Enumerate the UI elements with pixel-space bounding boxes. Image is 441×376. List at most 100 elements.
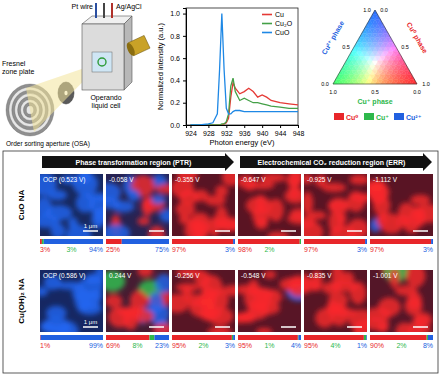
ternary-cell — [370, 38, 375, 43]
map-blob — [304, 191, 313, 214]
composition-label: 25% — [106, 246, 120, 253]
composition-bar — [238, 239, 301, 244]
y-tick-label: 0.2 — [170, 99, 180, 106]
phase-map — [172, 270, 235, 332]
map-blob — [106, 183, 121, 202]
composition-label: 8% — [423, 342, 433, 349]
x-tick-mark — [226, 125, 227, 128]
legend-label: Cu₂O — [275, 20, 293, 27]
ternary-cell — [370, 29, 375, 34]
y-tick-mark — [183, 103, 186, 104]
composition-label: 2% — [396, 342, 406, 349]
map-blob — [347, 219, 367, 236]
potential-label: OCP (0.586 V) — [43, 272, 86, 280]
ternary-cell — [357, 52, 362, 57]
ternary-cell — [391, 75, 396, 80]
ternary-cell — [383, 33, 388, 38]
composition-segment — [149, 335, 154, 340]
map-blob — [267, 232, 290, 236]
ternary-cell — [372, 15, 377, 20]
y-tick: 0.0 — [170, 122, 186, 129]
x-axis: 924928932936940944948 — [185, 125, 304, 137]
ternary-cell — [351, 52, 356, 57]
x-tick-label: 944 — [275, 130, 287, 137]
legend-label: Cu — [275, 11, 284, 18]
ternary-cell — [380, 47, 385, 52]
potential-label: -0.256 V — [175, 272, 200, 279]
composition-segment — [233, 335, 235, 340]
composition-label: 1% — [264, 342, 274, 349]
scale-bar — [347, 326, 362, 328]
x-axis-line — [187, 126, 299, 129]
map-blob — [370, 183, 390, 202]
composition-label: 95% — [172, 342, 186, 349]
cell-membrane — [98, 58, 106, 66]
map-blob — [416, 325, 431, 332]
composition-segment — [44, 239, 103, 244]
phase-map — [304, 174, 367, 236]
composition-label: 97% — [370, 246, 384, 253]
composition-label: 97% — [304, 246, 318, 253]
map-blob — [381, 221, 401, 234]
composition-segment — [370, 335, 427, 340]
composition-segment — [300, 239, 301, 244]
x-tick: 936 — [239, 125, 251, 137]
ternary-cell — [365, 56, 370, 61]
map-blob — [304, 221, 323, 236]
composition-label: 8% — [132, 342, 142, 349]
map-blob — [40, 321, 54, 332]
legend-label: CuO — [275, 29, 290, 36]
ternary-cell — [378, 70, 383, 75]
xas-chart: 9249289329369409449480.00.20.40.60.81.0P… — [156, 8, 304, 147]
scale-bar — [215, 230, 230, 232]
composition-segment — [155, 335, 169, 340]
ternary-cell — [375, 47, 380, 52]
ternary-cell — [388, 70, 393, 75]
ternary-cell — [399, 79, 404, 84]
map-blob — [148, 225, 165, 236]
ternary-cell — [378, 42, 383, 47]
ternary-cell — [372, 33, 377, 38]
phase-label: Cu⁰ — [346, 114, 358, 121]
ternary-cell — [370, 47, 375, 52]
y-axis: 0.00.20.40.60.81.0 — [170, 9, 186, 129]
map-blob — [149, 292, 164, 314]
composition-segment — [41, 335, 103, 340]
scale-bar — [347, 230, 362, 232]
map-blob — [151, 195, 166, 204]
panel-frame — [3, 151, 438, 373]
composition-segment — [431, 239, 433, 244]
ternary-tick-label: 1.0 — [329, 89, 337, 95]
x-axis-title: Photon energy (eV) — [209, 138, 275, 147]
ternary-cell — [372, 24, 377, 29]
phase-label: Cu²⁺ — [406, 114, 422, 121]
ternary-cell — [378, 79, 383, 84]
phase-map — [172, 174, 235, 236]
map-blob — [350, 282, 367, 305]
map-blob — [406, 270, 426, 287]
composition-label: 95% — [304, 342, 318, 349]
map-blob — [106, 224, 130, 236]
cell-wire — [103, 3, 105, 18]
x-tick-label: 924 — [185, 130, 197, 137]
composition-label: 4% — [291, 342, 301, 349]
x-tick-mark — [262, 125, 263, 128]
composition-bar — [370, 239, 433, 244]
ternary-side-left: Cu²⁺ phase — [320, 20, 346, 57]
ternary-cell — [338, 75, 343, 80]
potential-label: -0.548 V — [241, 272, 266, 279]
ternary-cell — [344, 75, 349, 80]
map-blob — [290, 208, 301, 219]
map-blob — [159, 209, 169, 222]
y-tick: 0.4 — [170, 77, 186, 84]
ternary-tick-label: 0.5 — [371, 89, 379, 95]
ternary-cell — [349, 56, 354, 61]
ternary-cell — [378, 33, 383, 38]
ternary-cell — [386, 47, 391, 52]
composition-segment — [40, 239, 42, 244]
x-tick: 940 — [257, 125, 269, 137]
ternary-cell — [357, 42, 362, 47]
ternary-cell — [391, 66, 396, 71]
x-tick-mark — [244, 125, 245, 128]
map-blob — [85, 273, 99, 284]
